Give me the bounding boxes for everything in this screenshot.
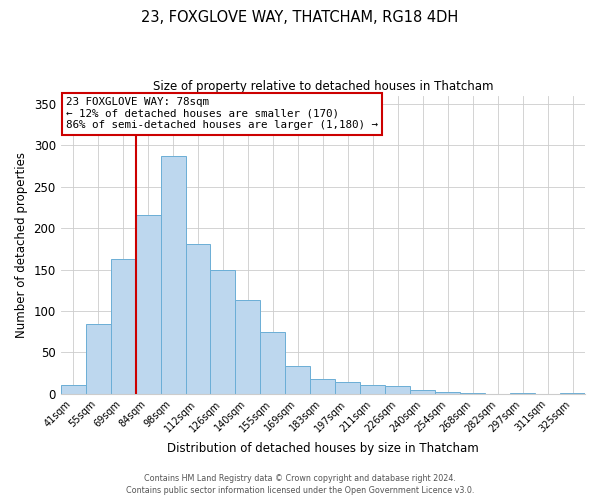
Bar <box>335 382 360 394</box>
Bar <box>286 366 310 394</box>
Bar <box>510 393 535 394</box>
Text: Contains HM Land Registry data © Crown copyright and database right 2024.
Contai: Contains HM Land Registry data © Crown c… <box>126 474 474 495</box>
Bar <box>385 386 410 394</box>
Bar <box>460 393 485 394</box>
Bar <box>185 244 211 394</box>
Bar <box>235 300 260 394</box>
Bar <box>110 259 136 394</box>
Bar <box>161 156 185 394</box>
Bar <box>136 215 161 394</box>
Bar <box>310 379 335 394</box>
Bar <box>211 270 235 394</box>
Bar <box>560 393 585 394</box>
Bar <box>435 392 460 394</box>
X-axis label: Distribution of detached houses by size in Thatcham: Distribution of detached houses by size … <box>167 442 479 455</box>
Text: 23 FOXGLOVE WAY: 78sqm
← 12% of detached houses are smaller (170)
86% of semi-de: 23 FOXGLOVE WAY: 78sqm ← 12% of detached… <box>66 97 378 130</box>
Bar <box>360 385 385 394</box>
Bar <box>260 332 286 394</box>
Bar <box>86 324 110 394</box>
Bar <box>61 385 86 394</box>
Title: Size of property relative to detached houses in Thatcham: Size of property relative to detached ho… <box>152 80 493 93</box>
Text: 23, FOXGLOVE WAY, THATCHAM, RG18 4DH: 23, FOXGLOVE WAY, THATCHAM, RG18 4DH <box>142 10 458 25</box>
Bar <box>410 390 435 394</box>
Y-axis label: Number of detached properties: Number of detached properties <box>15 152 28 338</box>
